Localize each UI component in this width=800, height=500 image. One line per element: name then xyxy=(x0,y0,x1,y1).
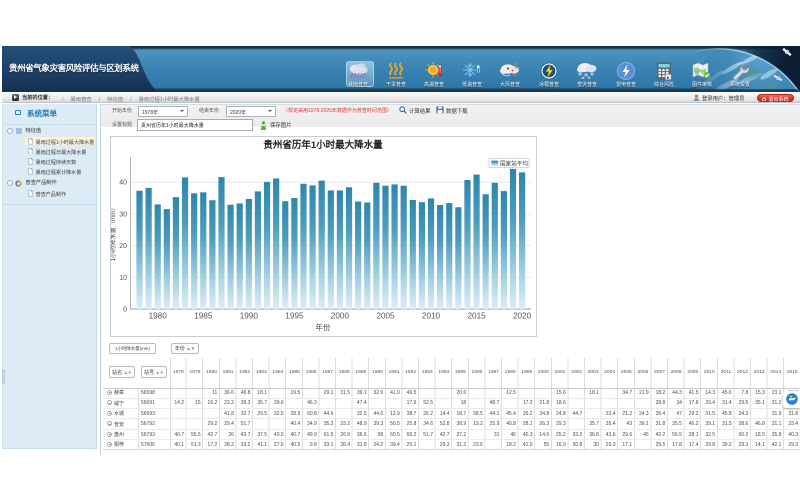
svg-text:2015: 2015 xyxy=(467,312,486,321)
svg-text:国家站平均: 国家站平均 xyxy=(500,159,528,167)
svg-text:2005: 2005 xyxy=(376,312,395,321)
svg-text:2000: 2000 xyxy=(331,312,350,321)
svg-text:1980: 1980 xyxy=(149,312,168,321)
svg-text:10: 10 xyxy=(119,275,127,282)
svg-text:2010: 2010 xyxy=(422,312,441,321)
svg-text:贵州省历年1小时最大降水量: 贵州省历年1小时最大降水量 xyxy=(263,139,383,151)
svg-text:2020: 2020 xyxy=(513,312,532,321)
svg-text:20: 20 xyxy=(119,243,127,250)
svg-text:年份: 年份 xyxy=(316,323,331,332)
svg-text:1985: 1985 xyxy=(194,312,213,321)
svg-text:0: 0 xyxy=(123,307,127,314)
svg-text:1990: 1990 xyxy=(240,312,259,321)
svg-text:30: 30 xyxy=(119,211,127,218)
svg-text:1小时降水量（mm）: 1小时降水量（mm） xyxy=(111,204,117,261)
svg-text:1995: 1995 xyxy=(285,312,304,321)
svg-text:40: 40 xyxy=(119,180,127,187)
